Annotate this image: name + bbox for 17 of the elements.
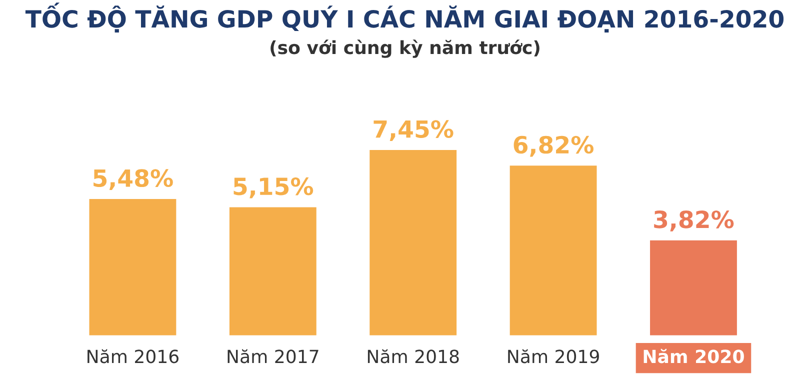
bar xyxy=(510,166,597,336)
bar xyxy=(89,199,176,336)
data-label: 5,48% xyxy=(94,169,173,190)
data-label: 7,45% xyxy=(374,120,454,142)
chart-subtitle: (so với cùng kỳ năm trước) xyxy=(270,40,540,58)
x-tick-label: Năm 2020 xyxy=(644,348,744,364)
x-tick-label: Năm 2017 xyxy=(228,349,318,364)
bar xyxy=(229,207,316,336)
x-tick-label: Năm 2018 xyxy=(368,349,459,364)
data-label: 5,15% xyxy=(234,177,314,198)
chart-title: TỐC ĐỘ TĂNG GDP QUÝ I CÁC NĂM GIAI ĐOẠN 2016-2020 xyxy=(25,2,784,33)
x-tick-label: Năm 2019 xyxy=(508,349,599,364)
data-label: 6,82% xyxy=(514,136,594,157)
data-label: 3,82% xyxy=(654,210,734,232)
bar xyxy=(370,150,457,336)
bar xyxy=(650,240,737,336)
x-tick-label: Năm 2016 xyxy=(88,349,178,364)
